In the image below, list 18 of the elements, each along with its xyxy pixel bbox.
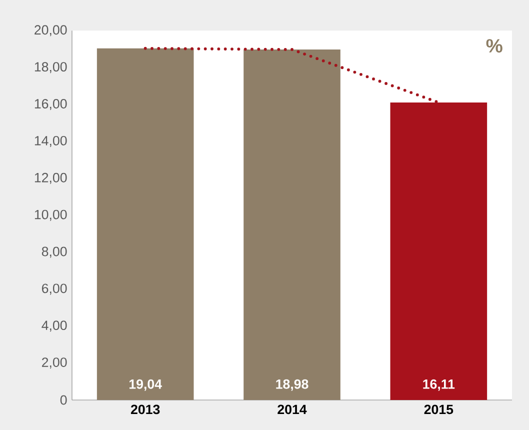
y-tick-label: 2,00 — [42, 358, 67, 369]
y-tick-label: 18,00 — [34, 62, 67, 74]
y-tick-label: 12,00 — [34, 172, 67, 184]
y-tick-label: 20,00 — [34, 25, 67, 36]
data-label: 18,98 — [276, 379, 308, 391]
x-tick-label: 2013 — [130, 404, 160, 414]
y-tick-label: 8,00 — [42, 246, 67, 258]
y-tick-label: 0 — [60, 395, 67, 405]
y-tick-label: 10,00 — [34, 210, 67, 221]
y-tick-label: 16,00 — [34, 99, 67, 110]
y-tick-label: 4,00 — [42, 320, 67, 332]
y-axis-title: % — [486, 39, 502, 53]
y-tick-label: 6,00 — [42, 284, 67, 295]
data-label: 16,11 — [423, 379, 455, 391]
y-tick-label: 14,00 — [34, 136, 67, 147]
x-tick-label: 2014 — [278, 404, 307, 414]
x-tick-label: 2015 — [424, 404, 454, 414]
data-label: 19,04 — [129, 379, 162, 391]
